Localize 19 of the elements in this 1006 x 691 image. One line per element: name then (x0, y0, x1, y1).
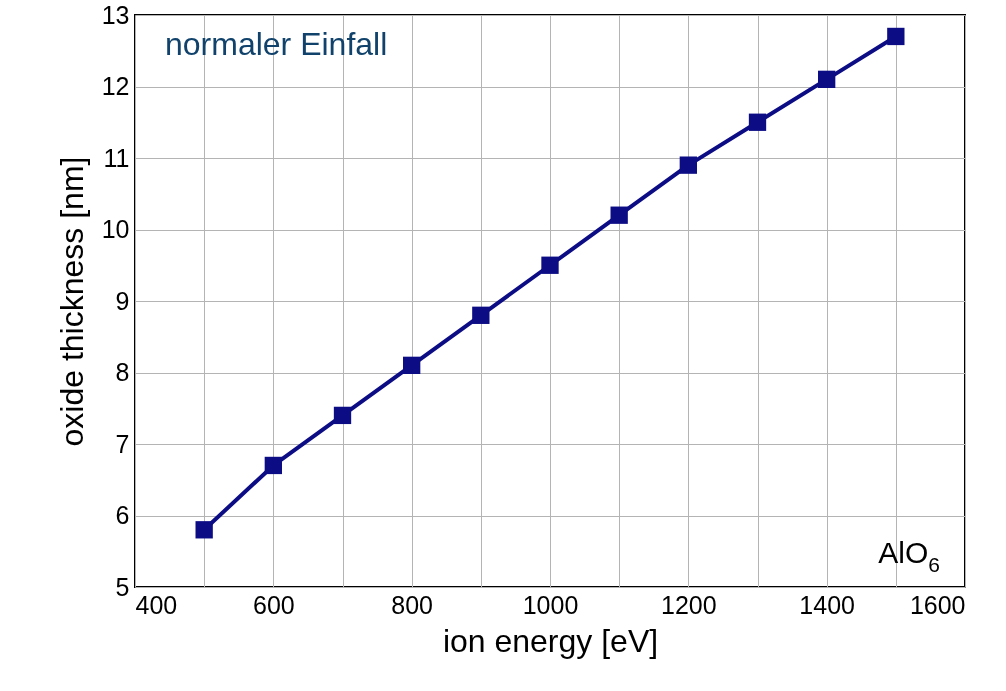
annotation: normaler Einfall (165, 26, 388, 62)
x-tick-label: 800 (391, 590, 434, 619)
x-axis-title: ion energy [eV] (442, 622, 659, 659)
y-tick-label: 7 (115, 429, 130, 458)
y-axis-title: oxide thickness [nm] (53, 156, 90, 447)
y-tick-label: 11 (103, 143, 130, 172)
y-tick-label: 10 (101, 215, 130, 243)
y-tick-label: 6 (115, 501, 130, 529)
y-tick-label: 12 (101, 72, 130, 100)
y-tick-label: 9 (115, 286, 130, 315)
y-tick-label: 5 (115, 572, 130, 601)
x-tick-label: 1600 (909, 590, 966, 619)
y-tick-label: 13 (101, 0, 130, 29)
x-tick-label: 400 (135, 590, 178, 619)
y-tick-label: 8 (115, 358, 130, 386)
x-tick-label: 1200 (661, 590, 717, 619)
x-tick-label: 600 (252, 590, 295, 619)
x-tick-label: 1400 (799, 590, 855, 619)
x-tick-label: 1000 (522, 590, 579, 619)
